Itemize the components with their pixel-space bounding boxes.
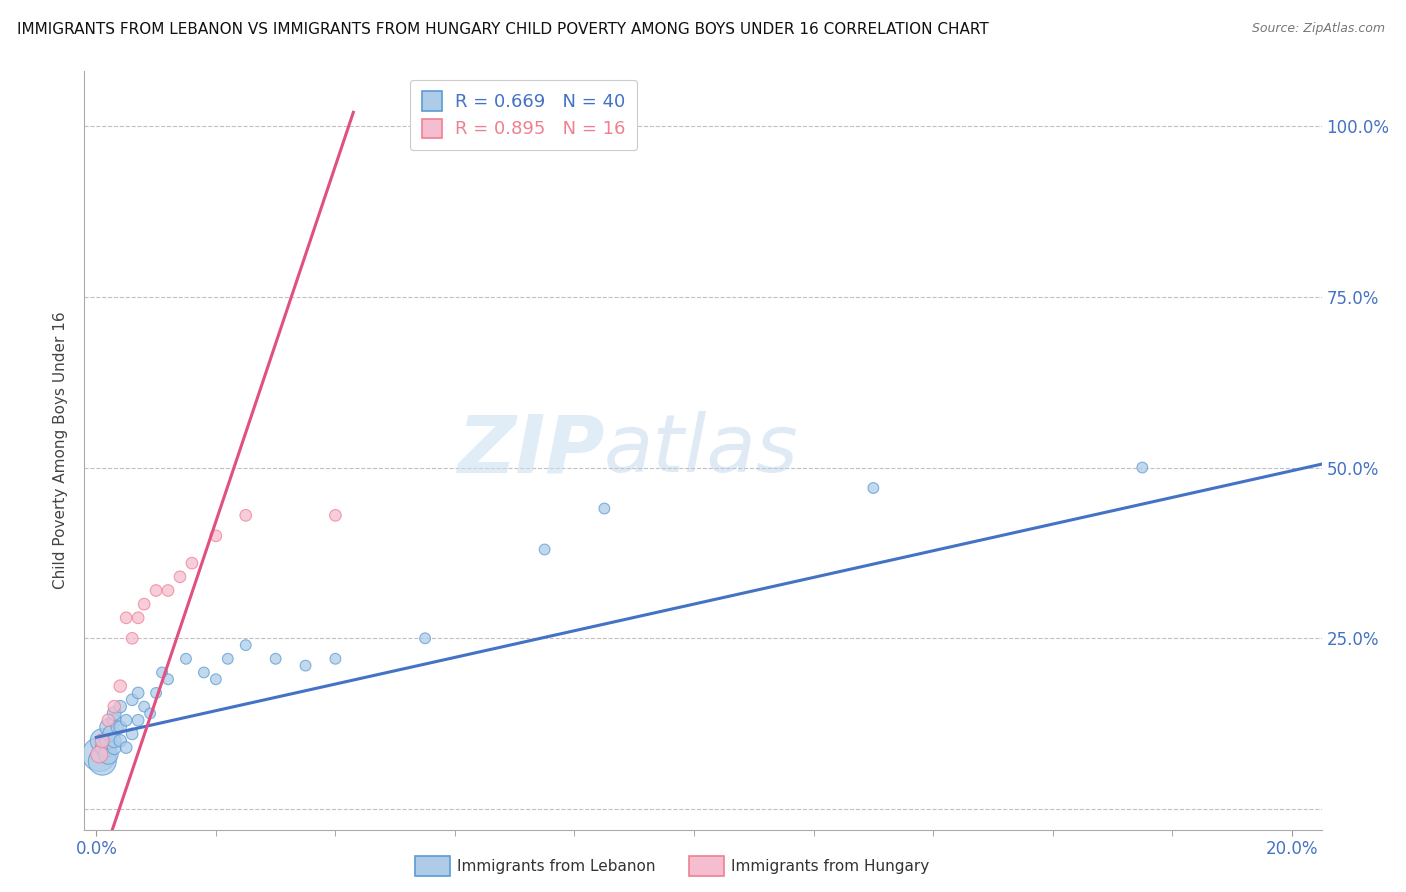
Text: atlas: atlas [605,411,799,490]
Point [174,652,197,666]
Point [94,740,117,755]
Text: Source: ZipAtlas.com: Source: ZipAtlas.com [1251,22,1385,36]
Point [89,747,111,762]
Point [97,720,120,734]
Point [533,542,555,557]
Point [217,652,239,666]
Text: ZIP: ZIP [457,411,605,490]
Point [110,699,132,714]
Point [181,556,204,570]
Point [97,713,120,727]
Point [103,713,125,727]
Point [294,658,316,673]
Point [139,706,162,721]
Point [127,686,149,700]
Point [235,508,257,523]
Point [91,733,114,747]
Point [157,583,180,598]
Point [593,501,616,516]
Text: Immigrants from Lebanon: Immigrants from Lebanon [457,859,655,873]
Point [110,720,132,734]
Point [121,727,143,741]
Point [205,529,228,543]
Point [169,570,191,584]
Point [127,611,149,625]
Point [103,699,125,714]
Point [97,747,120,762]
Point [89,747,111,762]
Point [1130,460,1153,475]
Point [325,508,347,523]
Point [325,652,347,666]
Point [862,481,884,495]
Point [193,665,215,680]
Legend: R = 0.669   N = 40, R = 0.895   N = 16: R = 0.669 N = 40, R = 0.895 N = 16 [411,79,637,150]
Point [103,706,125,721]
Point [157,673,180,687]
Point [110,679,132,693]
Point [235,638,257,652]
Point [97,733,120,747]
Point [145,583,167,598]
Y-axis label: Child Poverty Among Boys Under 16: Child Poverty Among Boys Under 16 [52,311,67,590]
Point [105,720,128,734]
Point [91,733,114,747]
Point [134,699,156,714]
Point [127,713,149,727]
Point [100,727,122,741]
Text: Immigrants from Hungary: Immigrants from Hungary [731,859,929,873]
Point [413,632,436,646]
Point [205,673,228,687]
Point [145,686,167,700]
Point [103,733,125,747]
Point [103,740,125,755]
Point [115,740,138,755]
Point [150,665,173,680]
Point [264,652,287,666]
Point [110,733,132,747]
Point [134,597,156,611]
Point [115,713,138,727]
Point [121,693,143,707]
Point [121,632,143,646]
Text: IMMIGRANTS FROM LEBANON VS IMMIGRANTS FROM HUNGARY CHILD POVERTY AMONG BOYS UNDE: IMMIGRANTS FROM LEBANON VS IMMIGRANTS FR… [17,22,988,37]
Point [91,754,114,768]
Point [115,611,138,625]
